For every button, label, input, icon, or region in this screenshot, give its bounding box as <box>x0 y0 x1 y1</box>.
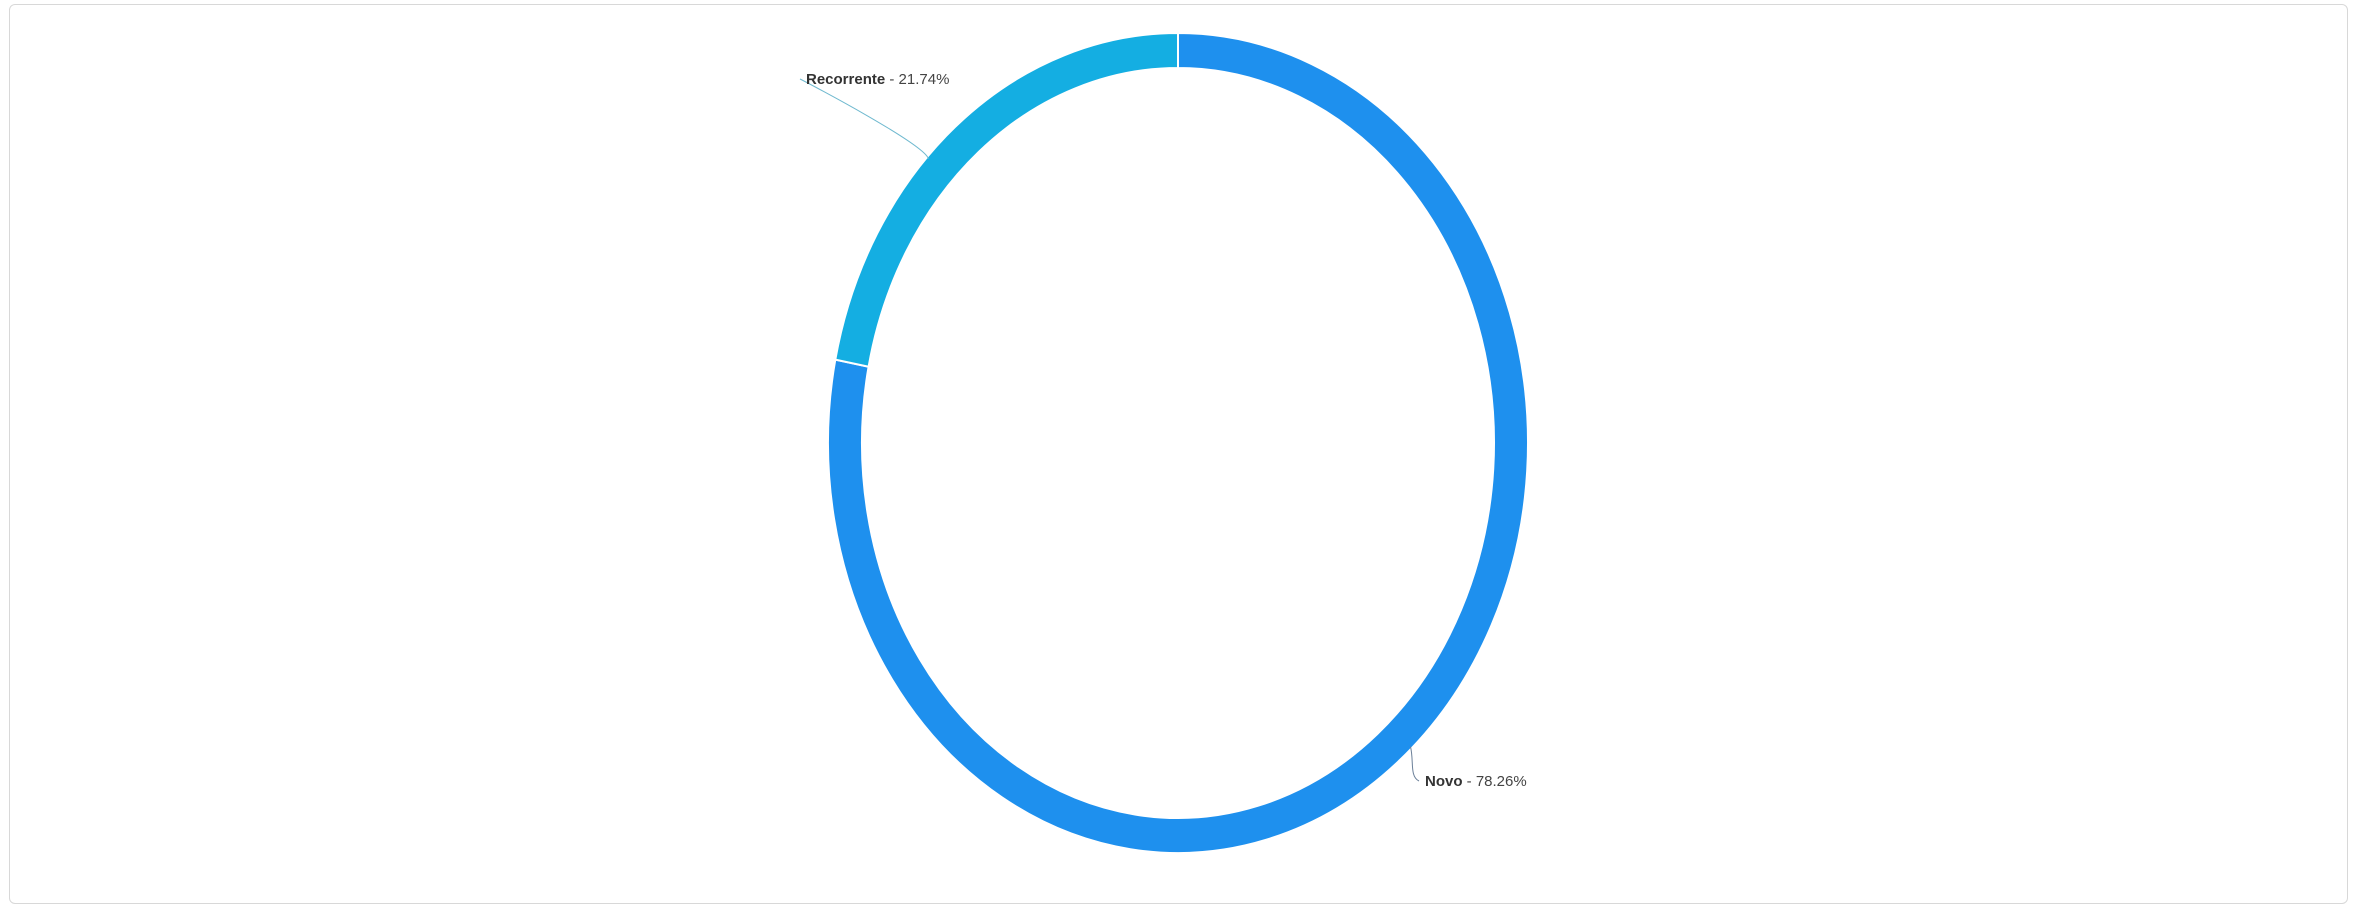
label-connector-novo <box>1409 746 1420 782</box>
chart-card <box>9 4 2348 904</box>
slice-label-recorrente: Recorrente - 21.74% <box>806 71 949 88</box>
slice-label-name: Recorrente <box>806 71 885 88</box>
slice-novo[interactable] <box>827 31 1529 854</box>
slice-label-value: - 78.26% <box>1463 773 1527 790</box>
slice-recorrente[interactable] <box>834 31 1179 368</box>
label-connector-recorrente <box>799 78 929 159</box>
slice-label-name: Novo <box>1425 773 1463 790</box>
slice-label-value: - 21.74% <box>885 71 949 88</box>
labels-layer: Novo - 78.26% Recorrente - 21.74% <box>799 71 1527 790</box>
slices-layer <box>827 31 1529 854</box>
slice-label-novo: Novo - 78.26% <box>1425 773 1527 790</box>
